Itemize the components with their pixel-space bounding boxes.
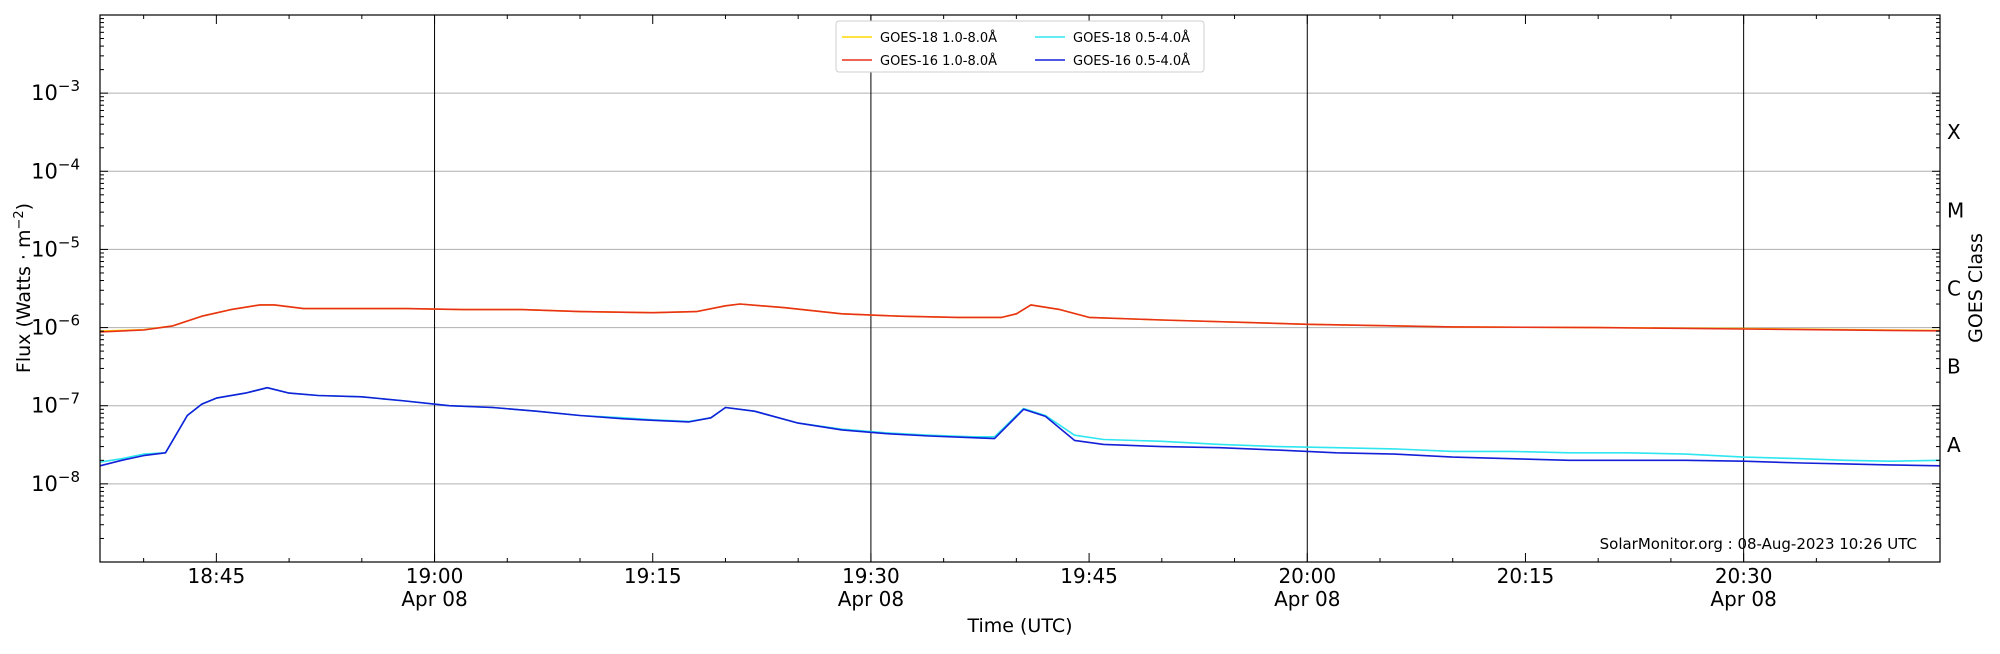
x-tick-label-time: 19:00 (406, 564, 464, 588)
legend-label-goes16-short: GOES-16 0.5-4.0Å (1073, 53, 1190, 69)
legend-label-goes18-long: GOES-18 1.0-8.0Å (880, 30, 997, 46)
x-tick-label-time: 18:45 (188, 564, 246, 588)
y-axis-label: Flux (Watts · m−2) (12, 203, 35, 373)
legend: GOES-18 1.0-8.0Å GOES-18 0.5-4.0Å GOES-1… (835, 20, 1205, 73)
x-tick-label-date: Apr 08 (401, 587, 467, 611)
y-tick-label: 10−7 (31, 390, 80, 418)
x-tick-label-time: 19:45 (1060, 564, 1118, 588)
y-tick-labels: 10−8 10−7 10−6 10−5 10−4 10−3 (31, 77, 80, 496)
tick-layer (100, 15, 1940, 562)
x-tick-label-time: 19:15 (624, 564, 682, 588)
legend-box (835, 20, 1205, 73)
x-tick-label-time: 20:15 (1497, 564, 1555, 588)
goes-class-label: M (1947, 198, 1964, 222)
y-tick-label: 10−6 (31, 312, 80, 340)
x-tick-label-time: 19:30 (842, 564, 900, 588)
series-line-3 (99, 386, 1941, 467)
x-tick-label-date: Apr 08 (1710, 587, 1776, 611)
x-tick-label-date: Apr 08 (838, 587, 904, 611)
y-tick-label: 10−5 (31, 233, 80, 261)
legend-label-goes18-short: GOES-18 0.5-4.0Å (1073, 30, 1190, 46)
goes-class-label: A (1947, 433, 1961, 457)
watermark-text: SolarMonitor.org : 08-Aug-2023 10:26 UTC (1600, 535, 1917, 553)
grid-layer (100, 92, 1940, 485)
day-marker-lines (434, 15, 1745, 562)
x-tick-label-date: Apr 08 (1274, 587, 1340, 611)
goes-class-label: X (1947, 120, 1961, 144)
y-tick-label: 10−8 (31, 468, 80, 496)
series-line-1 (99, 303, 1941, 333)
x-tick-label-time: 20:00 (1278, 564, 1336, 588)
y-tick-label: 10−3 (31, 77, 80, 105)
y-tick-label: 10−4 (31, 155, 80, 183)
goes-class-labels: A B C M X (1947, 120, 1964, 457)
x-axis-label: Time (UTC) (966, 615, 1072, 637)
goes-class-label: B (1947, 355, 1961, 379)
goes-class-label: C (1947, 277, 1961, 301)
plot-frame (99, 14, 1941, 563)
series-layer (99, 303, 1941, 467)
right-axis-label: GOES Class (1965, 233, 1987, 343)
x-tick-label-time: 20:30 (1715, 564, 1773, 588)
legend-label-goes16-long: GOES-16 1.0-8.0Å (880, 53, 997, 69)
